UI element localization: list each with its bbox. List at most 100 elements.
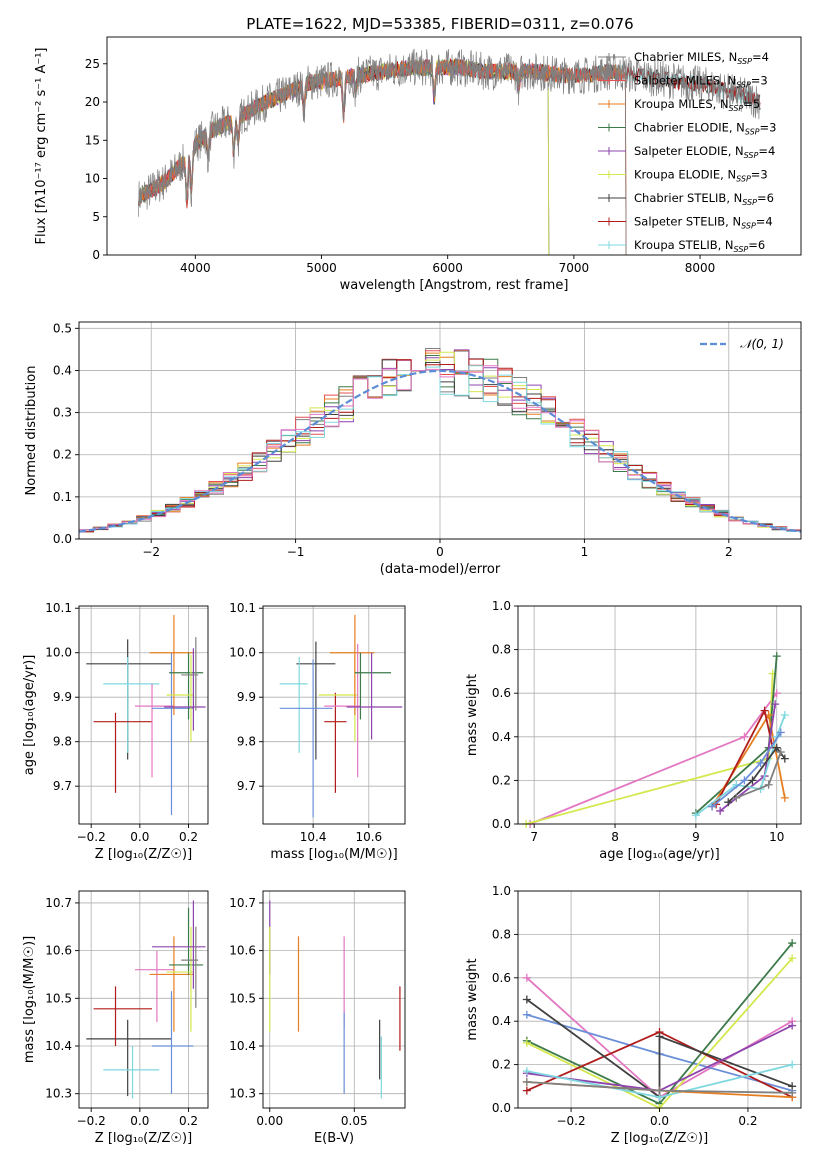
axes-frame bbox=[262, 605, 406, 825]
legend-marker bbox=[605, 241, 613, 249]
weight-marker bbox=[740, 732, 749, 741]
axes-frame bbox=[78, 605, 209, 825]
y-tick-label: 10.3 bbox=[229, 1087, 256, 1101]
x-tick-label: 4000 bbox=[180, 261, 211, 275]
weight-marker bbox=[780, 793, 789, 802]
weight-marker bbox=[788, 954, 797, 963]
y-tick-label: 0.0 bbox=[492, 817, 511, 831]
y-tick-label: 10 bbox=[85, 172, 100, 186]
legend-entry: Kroupa MILES, NSSP=5 bbox=[634, 97, 760, 113]
weight-line bbox=[526, 998, 793, 1099]
y-tick-label: 10.6 bbox=[229, 944, 256, 958]
x-tick-label: 0.05 bbox=[341, 1114, 368, 1128]
x-tick-label: 5000 bbox=[306, 261, 337, 275]
axes-frame bbox=[106, 36, 802, 256]
y-tick-label: 10.5 bbox=[229, 991, 256, 1005]
x-tick-label: −1 bbox=[287, 545, 305, 559]
x-tick-label: 2 bbox=[725, 545, 733, 559]
weight-marker bbox=[788, 1088, 797, 1097]
weight-line bbox=[735, 751, 782, 799]
y-tick-label: 10.0 bbox=[45, 646, 72, 660]
y-tick-label: 9.8 bbox=[53, 735, 72, 749]
y-tick-label: 10.4 bbox=[45, 1039, 72, 1053]
x-axis-label: wavelength [Angstrom, rest frame] bbox=[340, 278, 569, 293]
y-tick-label: 0.4 bbox=[492, 1014, 511, 1028]
age_vs_mass-axes bbox=[263, 606, 405, 824]
y-tick-label: 0.3 bbox=[53, 406, 72, 420]
weight-line bbox=[695, 656, 778, 814]
x-tick-label: 0.0 bbox=[650, 1114, 669, 1128]
y-axis-label: Flux [fλ10⁻¹⁷ erg cm⁻² s⁻¹ A⁻¹] bbox=[34, 48, 49, 245]
y-tick-label: 9.9 bbox=[237, 690, 256, 704]
y-tick-label: 0.6 bbox=[492, 686, 511, 700]
age_vs_mass-frame: 10.4 10.6 9.7 9.8 9.9 10.0 10.1 mass [log₁₀(M/M… bbox=[229, 601, 406, 862]
age_vs_Z-points bbox=[86, 614, 206, 816]
y-axis-label: age [log₁₀(age/yr)] bbox=[22, 655, 37, 776]
weights_vs_age-frame: 7 8 9 10 0.0 0.2 0.4 0.6 0.8 1.0 age [log₁₀(age/yr… bbox=[465, 599, 802, 862]
weight-marker bbox=[776, 748, 785, 757]
weight-marker bbox=[756, 758, 765, 767]
y-axis-label: mass weight bbox=[465, 958, 480, 1040]
x-axis-label: Z [log₁₀(Z/Z☉)] bbox=[95, 1131, 192, 1146]
histogram-group bbox=[79, 348, 801, 534]
y-tick-label: 0.0 bbox=[492, 1101, 511, 1115]
x-tick-label: 10.4 bbox=[300, 830, 327, 844]
y-tick-label: 9.8 bbox=[237, 735, 256, 749]
legend-entry: Salpeter ELODIE, NSSP=4 bbox=[634, 144, 775, 160]
y-tick-label: 0.2 bbox=[492, 773, 511, 787]
x-tick-label: −0.2 bbox=[77, 830, 106, 844]
y-tick-label: 9.9 bbox=[53, 690, 72, 704]
weight-marker bbox=[732, 793, 741, 802]
legend-marker bbox=[605, 194, 613, 202]
y-axis-label: mass weight bbox=[465, 674, 480, 756]
x-axis-label: Z [log₁₀(Z/Z☉)] bbox=[95, 847, 192, 862]
weight-marker bbox=[655, 1032, 664, 1041]
x-tick-label: 7000 bbox=[559, 261, 590, 275]
y-tick-label: 10.7 bbox=[229, 896, 256, 910]
x-tick-label: 0.0 bbox=[130, 1114, 149, 1128]
weight-marker bbox=[522, 1038, 531, 1047]
legend-entry: Salpeter STELIB, NSSP=4 bbox=[634, 215, 773, 231]
weight-marker bbox=[776, 728, 785, 737]
residuals-frame: −2 −1 0 1 2 0.0 0.1 0.2 0.3 0.4 0.5 (data-model)/er… bbox=[24, 321, 802, 577]
weights_vs_Z-frame: −0.2 0.0 0.2 0.0 0.2 0.4 0.6 0.8 1.0 Z [log₁₀(Z/Z… bbox=[465, 884, 802, 1146]
y-tick-label: 0.2 bbox=[492, 1058, 511, 1072]
weight-marker bbox=[740, 776, 749, 785]
axes-frame bbox=[517, 605, 802, 825]
y-tick-label: 15 bbox=[85, 133, 100, 147]
weights_vs_age-series bbox=[522, 652, 789, 828]
weights_vs_Z-series bbox=[522, 939, 797, 1112]
weight-marker bbox=[780, 711, 789, 719]
y-tick-label: 0.6 bbox=[492, 971, 511, 985]
x-tick-label: 0 bbox=[436, 545, 444, 559]
y-tick-label: 10.7 bbox=[45, 896, 72, 910]
weight-marker bbox=[760, 706, 769, 715]
x-tick-label: 10 bbox=[769, 830, 784, 844]
x-tick-label: 6000 bbox=[432, 261, 463, 275]
x-tick-label: 0.0 bbox=[130, 830, 149, 844]
y-axis-label: mass [log₁₀(M/M☉)] bbox=[22, 936, 37, 1063]
y-tick-label: 10.0 bbox=[229, 646, 256, 660]
x-tick-label: 0.2 bbox=[179, 1114, 198, 1128]
y-tick-label: 10.3 bbox=[45, 1087, 72, 1101]
mass_vs_Z-points bbox=[86, 900, 206, 1099]
legend-marker bbox=[605, 217, 613, 226]
y-tick-label: 25 bbox=[85, 57, 100, 71]
weight-marker bbox=[655, 1086, 664, 1095]
age_vs_mass-points bbox=[279, 614, 403, 818]
y-tick-label: 10.1 bbox=[45, 601, 72, 615]
legend-entry: Chabrier ELODIE, NSSP=3 bbox=[634, 121, 776, 137]
y-tick-label: 0.5 bbox=[53, 321, 72, 335]
weight-marker bbox=[748, 776, 757, 785]
mass_vs_EBV-axes bbox=[263, 891, 405, 1108]
weight-line bbox=[711, 731, 782, 808]
x-tick-label: 0.2 bbox=[179, 830, 198, 844]
weight-marker bbox=[522, 1010, 531, 1019]
weight-marker bbox=[691, 811, 700, 820]
x-tick-label: −0.2 bbox=[556, 1114, 585, 1128]
mass_vs_Z-frame: −0.2 0.0 0.2 10.3 10.4 10.5 10.6 10.7 Z [log₁₀(Z… bbox=[22, 890, 209, 1146]
legend-marker bbox=[605, 147, 613, 155]
legend-marker bbox=[605, 76, 613, 85]
mass_vs_EBV-frame: 0.00 0.05 10.3 10.4 10.5 10.6 10.7 E(B-V) bbox=[229, 890, 406, 1146]
